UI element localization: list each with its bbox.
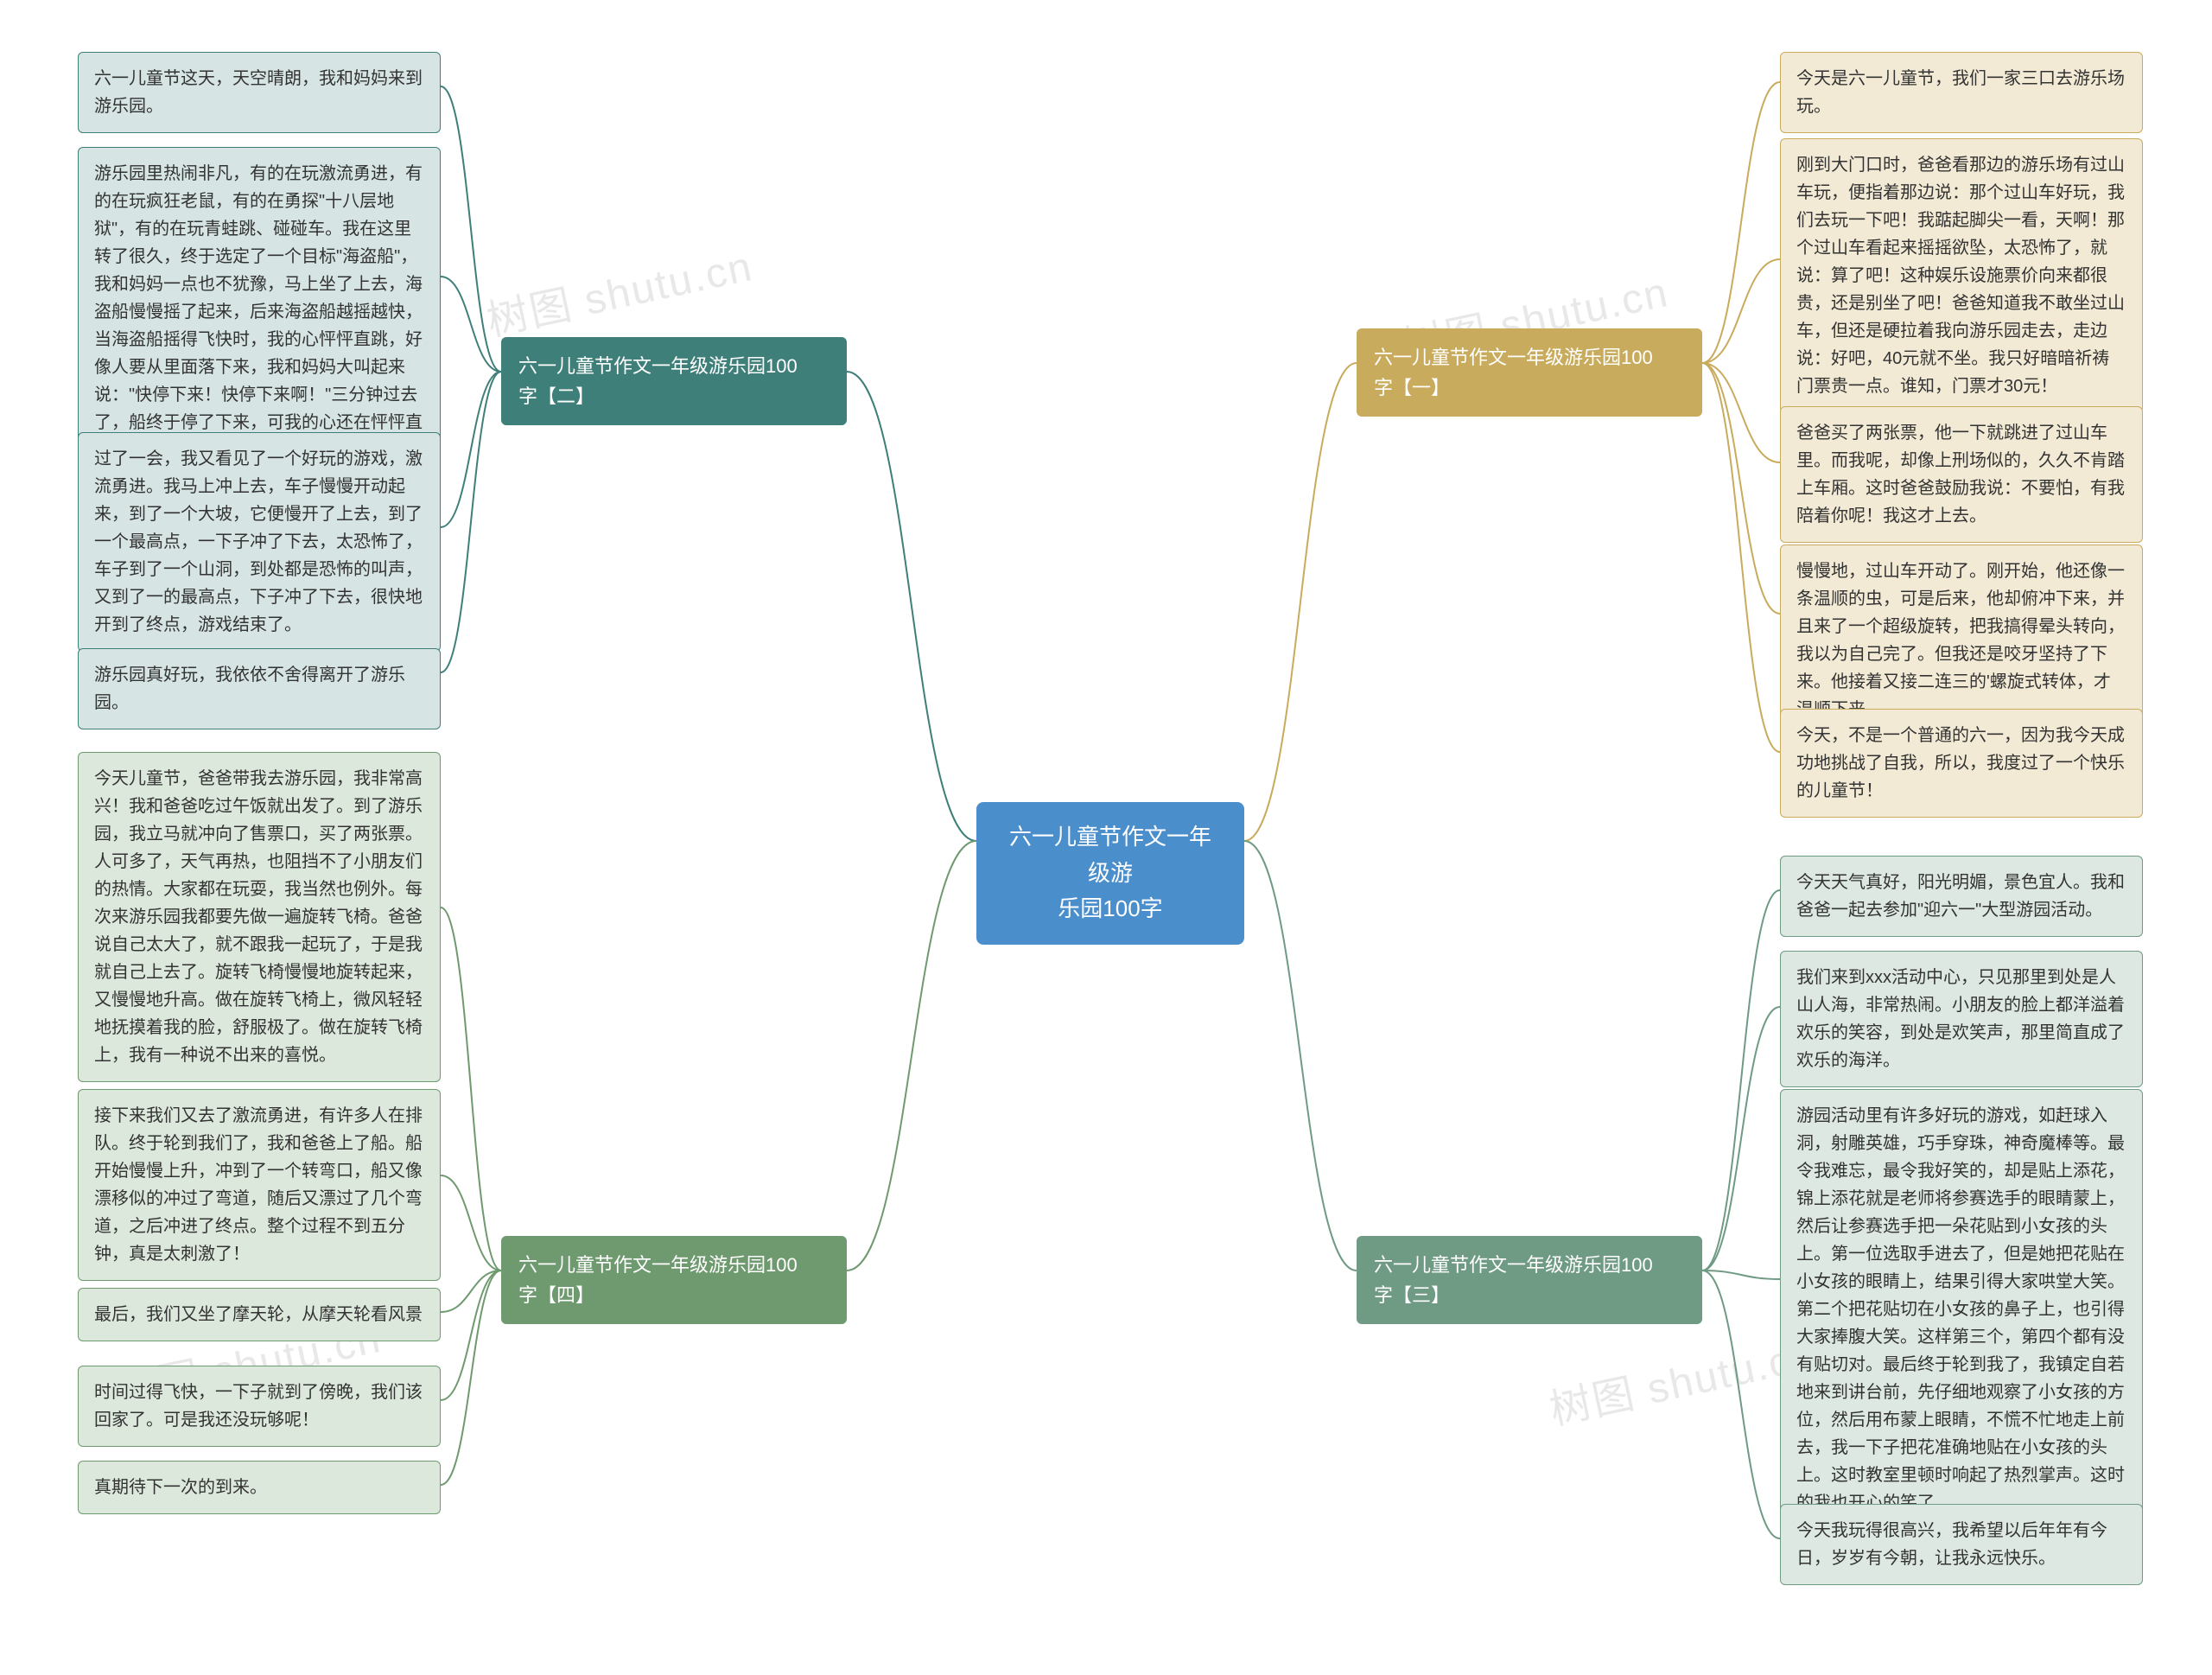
leaf-node-b2-0: 六一儿童节这天，天空晴朗，我和妈妈来到游乐园。: [78, 52, 441, 133]
leaf-node-b1-4: 今天，不是一个普通的六一，因为我今天成功地挑战了自我，所以，我度过了一个快乐的儿…: [1780, 709, 2143, 818]
leaf-node-b3-3: 今天我玩得很高兴，我希望以后年年有今日，岁岁有今朝，让我永远快乐。: [1780, 1504, 2143, 1585]
leaf-node-b3-0: 今天天气真好，阳光明媚，景色宜人。我和爸爸一起去参加"迎六一"大型游园活动。: [1780, 856, 2143, 937]
leaf-node-b1-1: 刚到大门口时，爸爸看那边的游乐场有过山车玩，便指着那边说：那个过山车好玩，我们去…: [1780, 138, 2143, 413]
leaf-node-b1-0: 今天是六一儿童节，我们一家三口去游乐场玩。: [1780, 52, 2143, 133]
leaf-node-b2-3: 游乐园真好玩，我依依不舍得离开了游乐园。: [78, 648, 441, 729]
leaf-node-b1-2: 爸爸买了两张票，他一下就跳进了过山车里。而我呢，却像上刑场似的，久久不肯踏上车厢…: [1780, 406, 2143, 543]
leaf-node-b4-2: 最后，我们又坐了摩天轮，从摩天轮看风景: [78, 1288, 441, 1341]
branch-node-b1: 六一儿童节作文一年级游乐园100字【一】: [1357, 328, 1702, 417]
leaf-node-b2-1: 游乐园里热闹非凡，有的在玩激流勇进，有的在玩疯狂老鼠，有的在勇探"十八层地狱"，…: [78, 147, 441, 477]
watermark: 树图 shutu.cn: [1543, 1321, 1821, 1436]
leaf-node-b4-3: 时间过得飞快，一下子就到了傍晚，我们该回家了。可是我还没玩够呢！: [78, 1366, 441, 1447]
watermark: 树图 shutu.cn: [480, 232, 758, 347]
branch-node-b4: 六一儿童节作文一年级游乐园100字【四】: [501, 1236, 847, 1324]
leaf-node-b4-0: 今天儿童节，爸爸带我去游乐园，我非常高兴！我和爸爸吃过午饭就出发了。到了游乐园，…: [78, 752, 441, 1082]
leaf-node-b4-1: 接下来我们又去了激流勇进，有许多人在排队。终于轮到我们了，我和爸爸上了船。船开始…: [78, 1089, 441, 1281]
leaf-node-b3-2: 游园活动里有许多好玩的游戏，如赶球入洞，射雕英雄，巧手穿珠，神奇魔棒等。最令我难…: [1780, 1089, 2143, 1530]
leaf-node-b1-3: 慢慢地，过山车开动了。刚开始，他还像一条温顺的虫，可是后来，他却俯冲下来，并且来…: [1780, 545, 2143, 736]
leaf-node-b2-2: 过了一会，我又看见了一个好玩的游戏，激流勇进。我马上冲上去，车子慢慢开动起来，到…: [78, 432, 441, 652]
branch-node-b2: 六一儿童节作文一年级游乐园100字【二】: [501, 337, 847, 425]
leaf-node-b4-4: 真期待下一次的到来。: [78, 1461, 441, 1514]
center-node: 六一儿童节作文一年级游乐园100字: [976, 802, 1244, 945]
branch-node-b3: 六一儿童节作文一年级游乐园100字【三】: [1357, 1236, 1702, 1324]
leaf-node-b3-1: 我们来到xxx活动中心，只见那里到处是人山人海，非常热闹。小朋友的脸上都洋溢着欢…: [1780, 951, 2143, 1087]
